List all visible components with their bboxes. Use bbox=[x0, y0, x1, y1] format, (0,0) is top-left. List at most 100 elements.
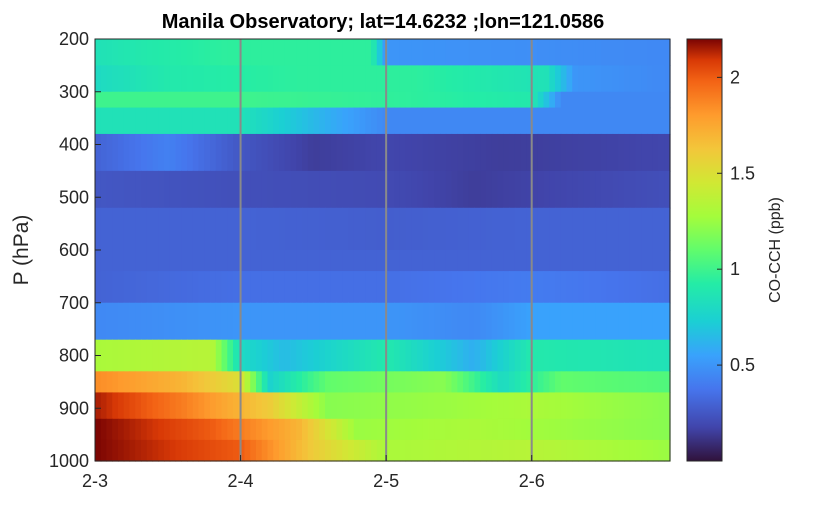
heatmap-cell bbox=[313, 250, 320, 272]
heatmap-cell bbox=[405, 339, 412, 372]
heatmap-cell bbox=[106, 418, 113, 441]
heatmap-cell bbox=[233, 371, 240, 394]
heatmap-cell bbox=[152, 371, 159, 394]
heatmap-cell bbox=[244, 250, 251, 272]
heatmap-cell bbox=[537, 302, 545, 341]
heatmap-cell bbox=[647, 392, 654, 420]
heatmap-cell bbox=[629, 107, 637, 135]
heatmap-cell bbox=[629, 339, 637, 372]
heatmap-cell bbox=[601, 107, 608, 135]
heatmap-cell bbox=[106, 339, 113, 372]
heatmap-cell bbox=[279, 91, 286, 109]
heatmap-cell bbox=[342, 39, 349, 66]
heatmap-cell bbox=[302, 91, 309, 109]
heatmap-cell bbox=[434, 65, 441, 93]
heatmap-cell bbox=[601, 91, 608, 109]
heatmap-cell bbox=[371, 418, 378, 441]
heatmap-cell bbox=[491, 339, 499, 372]
heatmap-cell bbox=[244, 302, 251, 341]
heatmap-cell bbox=[468, 65, 476, 93]
heatmap-cell bbox=[302, 133, 309, 172]
heatmap-cell bbox=[647, 170, 654, 209]
heatmap-cell bbox=[635, 207, 642, 251]
heatmap-cell bbox=[578, 39, 585, 66]
heatmap-cell bbox=[187, 39, 194, 66]
heatmap-cell bbox=[244, 371, 251, 394]
heatmap-cell bbox=[164, 65, 171, 93]
heatmap-cell bbox=[267, 392, 274, 420]
heatmap-cell bbox=[612, 392, 619, 420]
heatmap-cell bbox=[365, 439, 372, 462]
heatmap-cell bbox=[175, 392, 182, 420]
heatmap-cell bbox=[520, 133, 527, 172]
heatmap-cell bbox=[658, 65, 665, 93]
heatmap-cell bbox=[336, 271, 343, 304]
heatmap-cell bbox=[336, 39, 343, 66]
heatmap-cell bbox=[221, 91, 228, 109]
heatmap-cell bbox=[532, 107, 539, 135]
heatmap-cell bbox=[273, 133, 280, 172]
heatmap-cell bbox=[606, 439, 614, 462]
heatmap-cell bbox=[141, 107, 148, 135]
heatmap-cell bbox=[238, 392, 246, 420]
heatmap-cell bbox=[353, 39, 361, 66]
heatmap-cell bbox=[652, 107, 660, 135]
heatmap-cell bbox=[296, 91, 303, 109]
heatmap-cell bbox=[486, 170, 493, 209]
heatmap-cell bbox=[135, 250, 142, 272]
heatmap-cell bbox=[319, 107, 326, 135]
heatmap-cell bbox=[353, 207, 361, 251]
heatmap-cell bbox=[583, 371, 591, 394]
heatmap-cell bbox=[359, 271, 366, 304]
heatmap-cell bbox=[158, 302, 165, 341]
heatmap-cell bbox=[175, 418, 182, 441]
heatmap-cell bbox=[451, 439, 458, 462]
heatmap-cell bbox=[141, 271, 148, 304]
heatmap-cell bbox=[371, 271, 378, 304]
heatmap-cell bbox=[491, 65, 499, 93]
heatmap-cell bbox=[532, 207, 539, 251]
heatmap-cell bbox=[549, 302, 556, 341]
heatmap-cell bbox=[290, 271, 297, 304]
heatmap-cell bbox=[399, 107, 407, 135]
heatmap-cell bbox=[348, 418, 355, 441]
heatmap-cell bbox=[589, 39, 596, 66]
heatmap-cell bbox=[233, 302, 240, 341]
heatmap-cell bbox=[330, 133, 338, 172]
heatmap-cell bbox=[595, 439, 602, 462]
heatmap-cell bbox=[658, 250, 665, 272]
heatmap-cell bbox=[359, 91, 366, 109]
heatmap-cell bbox=[158, 439, 165, 462]
heatmap-cell bbox=[647, 271, 654, 304]
heatmap-cell bbox=[169, 107, 177, 135]
heatmap-cell bbox=[606, 271, 614, 304]
heatmap-cell bbox=[313, 371, 320, 394]
heatmap-cell bbox=[572, 392, 579, 420]
heatmap-cell bbox=[112, 39, 119, 66]
heatmap-cell bbox=[233, 39, 240, 66]
heatmap-cell bbox=[468, 91, 476, 109]
heatmap-cell bbox=[181, 371, 188, 394]
heatmap-cell bbox=[411, 65, 418, 93]
heatmap-cell bbox=[261, 302, 269, 341]
heatmap-cell bbox=[445, 339, 453, 372]
heatmap-cell bbox=[233, 339, 240, 372]
heatmap-cell bbox=[601, 302, 608, 341]
heatmap-cell bbox=[641, 207, 648, 251]
heatmap-cell bbox=[595, 39, 602, 66]
heatmap-cell bbox=[612, 271, 619, 304]
heatmap-cell bbox=[635, 65, 642, 93]
heatmap-cell bbox=[618, 371, 625, 394]
heatmap-cell bbox=[141, 65, 148, 93]
heatmap-cell bbox=[118, 392, 125, 420]
heatmap-cell bbox=[555, 107, 562, 135]
heatmap-cell bbox=[497, 91, 504, 109]
heatmap-cell bbox=[376, 133, 384, 172]
heatmap-cell bbox=[629, 170, 637, 209]
heatmap-cell bbox=[589, 371, 596, 394]
heatmap-cell bbox=[100, 65, 108, 93]
heatmap-cell bbox=[543, 91, 550, 109]
heatmap-cell bbox=[612, 418, 619, 441]
heatmap-cell bbox=[526, 271, 533, 304]
heatmap-cell bbox=[434, 371, 441, 394]
